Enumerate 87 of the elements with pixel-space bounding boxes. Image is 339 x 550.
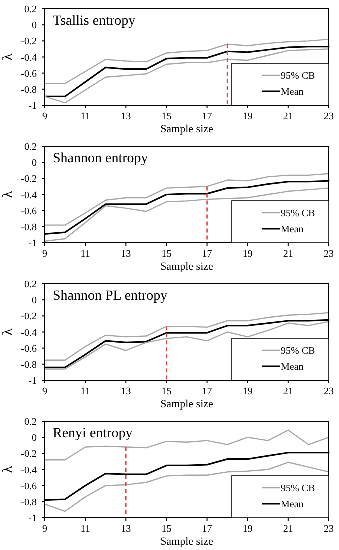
y-tick-label: -0.8 (21, 360, 37, 371)
x-tick-label: 17 (202, 386, 212, 398)
legend-label: Mean (281, 224, 304, 236)
x-tick-label: 15 (162, 249, 172, 260)
chart-title: Shannon entropy (53, 152, 148, 166)
y-tick-label: -0.2 (21, 174, 37, 186)
x-tick-label: 11 (80, 249, 90, 260)
y-tick-label: -0.6 (21, 344, 37, 355)
x-tick-label: 17 (202, 112, 212, 122)
y-tick-label: -0.2 (21, 449, 37, 460)
line-series (44, 462, 330, 512)
y-axis-title: λ (1, 328, 16, 336)
x-tick-label: 21 (283, 249, 294, 260)
x-axis-title: Sample size (160, 398, 214, 410)
legend-label: Mean (281, 87, 304, 98)
y-tick-label: -1 (28, 514, 37, 524)
x-tick-label: 13 (121, 386, 132, 398)
y-tick-label: -0.6 (21, 206, 37, 218)
y-tick-label: -0.2 (21, 36, 37, 48)
y-tick-label: -0.4 (21, 190, 37, 202)
x-tick-label: 17 (202, 524, 212, 535)
legend-label: 95% CB (281, 71, 316, 82)
legend-label: Mean (281, 362, 304, 373)
line-series (44, 430, 330, 461)
chart-title: Tsallis entropy (53, 14, 136, 29)
legend-label: 95% CB (281, 346, 316, 357)
x-tick-label: 23 (324, 524, 334, 535)
chart-title: Shannon PL entropy (53, 289, 168, 304)
y-axis-title: λ (1, 466, 16, 474)
x-tick-label: 13 (121, 249, 132, 260)
y-tick-label: 0.2 (24, 4, 37, 16)
y-tick-label: -0.8 (21, 222, 37, 234)
legend-label: 95% CB (281, 208, 316, 220)
x-tick-label: 9 (42, 249, 48, 260)
y-tick-label: -0.8 (21, 84, 37, 96)
y-axis-title: λ (1, 54, 16, 61)
y-tick-label: 0 (32, 158, 37, 170)
x-tick-label: 13 (121, 112, 132, 122)
line-series (44, 173, 330, 226)
legend-label: Mean (281, 500, 304, 510)
x-tick-label: 23 (324, 386, 334, 398)
x-tick-label: 19 (242, 112, 253, 122)
x-axis-title: Sample size (160, 536, 214, 548)
chart-title: Renyi entropy (53, 426, 133, 442)
legend-label: 95% CB (281, 484, 316, 494)
y-tick-label: -0.6 (21, 481, 37, 492)
x-tick-label: 9 (42, 386, 48, 398)
x-tick-label: 19 (242, 249, 253, 260)
x-tick-label: 11 (80, 524, 90, 535)
x-tick-label: 19 (242, 524, 253, 535)
x-tick-label: 17 (202, 249, 212, 260)
y-tick-label: -1 (28, 376, 37, 387)
y-tick-label: -1 (28, 101, 37, 112)
y-tick-label: -0.8 (21, 497, 37, 508)
x-tick-label: 21 (283, 112, 294, 122)
y-tick-label: -0.4 (21, 465, 37, 476)
y-tick-label: 0 (32, 20, 37, 32)
y-tick-label: -0.6 (21, 68, 37, 80)
x-tick-label: 13 (121, 524, 132, 535)
y-tick-label: 0.2 (24, 280, 37, 290)
line-series (44, 188, 330, 242)
x-tick-label: 21 (283, 386, 294, 398)
line-series (44, 48, 330, 104)
x-tick-label: 19 (242, 386, 253, 398)
x-tick-label: 11 (80, 112, 90, 122)
line-series (44, 38, 330, 84)
y-tick-label: 0.2 (24, 417, 37, 428)
x-tick-label: 23 (324, 249, 334, 260)
y-tick-label: -0.2 (21, 312, 37, 323)
x-tick-label: 15 (162, 112, 172, 122)
y-tick-label: -0.4 (21, 52, 37, 64)
x-tick-label: 21 (283, 524, 294, 535)
x-tick-label: 9 (42, 524, 48, 535)
y-axis-title: λ (1, 191, 16, 198)
x-axis-title: Sample size (160, 261, 214, 273)
x-tick-label: 23 (324, 112, 334, 122)
x-tick-label: 9 (42, 112, 48, 122)
y-tick-label: 0 (32, 296, 37, 307)
x-tick-label: 15 (162, 386, 172, 398)
y-tick-label: 0 (32, 433, 37, 444)
x-axis-title: Sample size (160, 124, 214, 136)
x-tick-label: 15 (162, 524, 172, 535)
x-tick-label: 11 (80, 386, 90, 398)
y-tick-label: -1 (28, 238, 37, 250)
y-tick-label: -0.4 (21, 328, 37, 339)
line-series (44, 312, 330, 361)
y-tick-label: 0.2 (24, 142, 37, 153)
